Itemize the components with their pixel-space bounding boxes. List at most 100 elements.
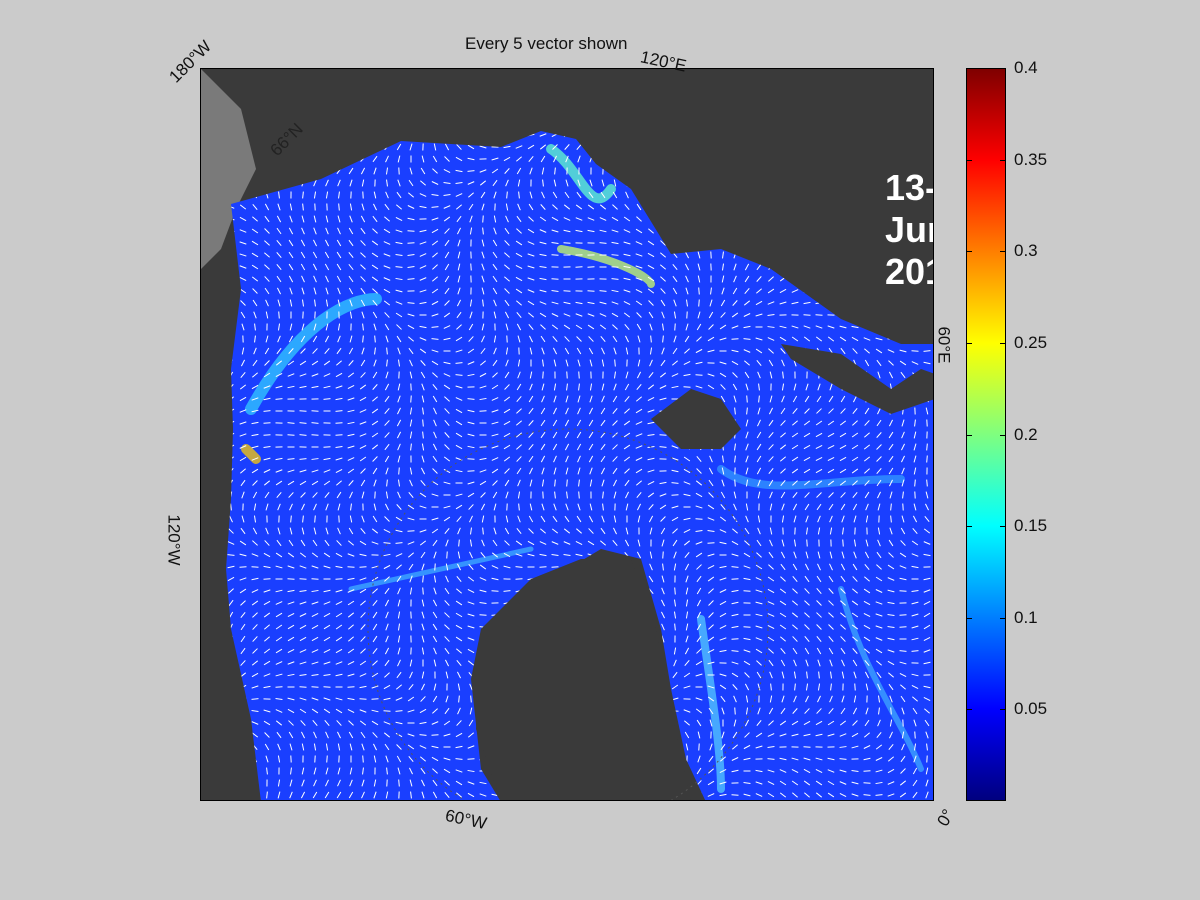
- velocity-vector: [683, 685, 691, 689]
- velocity-vector: [815, 456, 823, 462]
- velocity-vector: [636, 551, 642, 559]
- velocity-vector: [768, 359, 774, 367]
- velocity-vector: [348, 167, 354, 175]
- velocity-vector: [348, 624, 354, 630]
- velocity-vector: [347, 372, 355, 378]
- velocity-vector: [277, 323, 281, 331]
- velocity-vector: [457, 251, 461, 259]
- colorbar-ticks: 0.4 0.35 0.3 0.25 0.2 0.15 0.1 0.05: [966, 58, 1086, 801]
- velocity-vector: [564, 443, 570, 451]
- velocity-vector: [372, 732, 378, 738]
- velocity-vector: [912, 515, 918, 523]
- velocity-vector: [372, 660, 378, 666]
- velocity-vector: [852, 491, 858, 499]
- velocity-vector: [577, 359, 581, 367]
- velocity-vector: [804, 395, 810, 403]
- velocity-vector: [419, 277, 427, 281]
- velocity-vector: [781, 539, 785, 547]
- velocity-vector: [240, 479, 246, 487]
- velocity-vector: [263, 685, 271, 689]
- velocity-vector: [709, 743, 713, 751]
- colorbar-tick-mark: [1000, 68, 1006, 69]
- velocity-vector: [432, 708, 438, 714]
- velocity-vector: [731, 349, 739, 353]
- velocity-vector: [431, 288, 439, 294]
- velocity-vector: [299, 661, 307, 665]
- velocity-vector: [637, 539, 641, 547]
- velocity-vector: [803, 768, 811, 774]
- velocity-vector: [444, 420, 450, 426]
- velocity-vector: [684, 731, 690, 739]
- velocity-vector: [347, 397, 355, 401]
- velocity-vector: [911, 613, 919, 617]
- velocity-vector: [384, 516, 390, 522]
- velocity-vector: [767, 733, 775, 737]
- velocity-vector: [264, 636, 270, 642]
- velocity-vector: [528, 155, 534, 163]
- velocity-vector: [323, 624, 331, 630]
- velocity-vector: [755, 613, 763, 617]
- velocity-vector: [887, 793, 895, 797]
- velocity-vector: [755, 337, 763, 341]
- velocity-vector: [371, 240, 379, 246]
- velocity-vector: [864, 348, 870, 354]
- velocity-vector: [349, 203, 353, 211]
- velocity-vector: [265, 503, 269, 511]
- velocity-vector: [685, 323, 689, 331]
- velocity-vector: [517, 335, 521, 343]
- velocity-vector: [359, 540, 367, 546]
- velocity-vector: [348, 360, 354, 366]
- velocity-vector: [251, 672, 259, 678]
- velocity-vector: [539, 144, 547, 150]
- velocity-vector: [325, 287, 329, 295]
- velocity-vector: [853, 551, 857, 559]
- velocity-vector: [372, 611, 378, 619]
- velocity-vector: [325, 215, 329, 223]
- velocity-vector: [335, 636, 343, 642]
- velocity-vector: [335, 397, 343, 401]
- velocity-vector: [241, 347, 245, 355]
- velocity-vector: [659, 434, 667, 436]
- velocity-vector: [839, 792, 847, 798]
- velocity-vector: [252, 359, 258, 367]
- velocity-vector: [696, 599, 702, 607]
- velocity-vector: [863, 624, 871, 630]
- velocity-vector: [408, 179, 414, 187]
- velocity-vector: [745, 443, 749, 451]
- velocity-vector: [419, 721, 427, 725]
- velocity-vector: [863, 757, 871, 761]
- velocity-vector: [349, 335, 353, 343]
- velocity-vector: [731, 769, 739, 773]
- velocity-vector: [877, 491, 881, 499]
- velocity-vector: [623, 253, 631, 257]
- velocity-vector: [419, 529, 427, 533]
- velocity-vector: [335, 445, 343, 449]
- velocity-vector: [793, 659, 797, 667]
- velocity-vector: [599, 290, 607, 292]
- velocity-vector: [708, 467, 714, 475]
- velocity-vector: [432, 768, 438, 774]
- velocity-vector: [229, 515, 233, 523]
- velocity-vector: [696, 648, 702, 654]
- velocity-vector: [613, 179, 617, 187]
- velocity-vector: [397, 491, 401, 499]
- velocity-vector: [263, 397, 271, 401]
- velocity-vector: [743, 590, 751, 592]
- velocity-vector: [877, 539, 881, 547]
- velocity-vector: [349, 299, 353, 307]
- velocity-vector: [492, 480, 498, 486]
- velocity-vector: [613, 383, 617, 391]
- velocity-vector: [768, 444, 774, 450]
- velocity-vector: [311, 708, 319, 714]
- velocity-vector: [515, 276, 523, 282]
- velocity-vector: [443, 384, 451, 390]
- velocity-vector: [325, 731, 329, 739]
- velocity-vector: [338, 203, 340, 211]
- velocity-vector: [455, 420, 463, 426]
- velocity-vector: [468, 323, 474, 331]
- velocity-vector: [302, 191, 304, 199]
- velocity-vector: [684, 551, 690, 559]
- velocity-vector: [360, 264, 366, 270]
- velocity-vector: [385, 467, 389, 475]
- velocity-vector: [362, 755, 364, 763]
